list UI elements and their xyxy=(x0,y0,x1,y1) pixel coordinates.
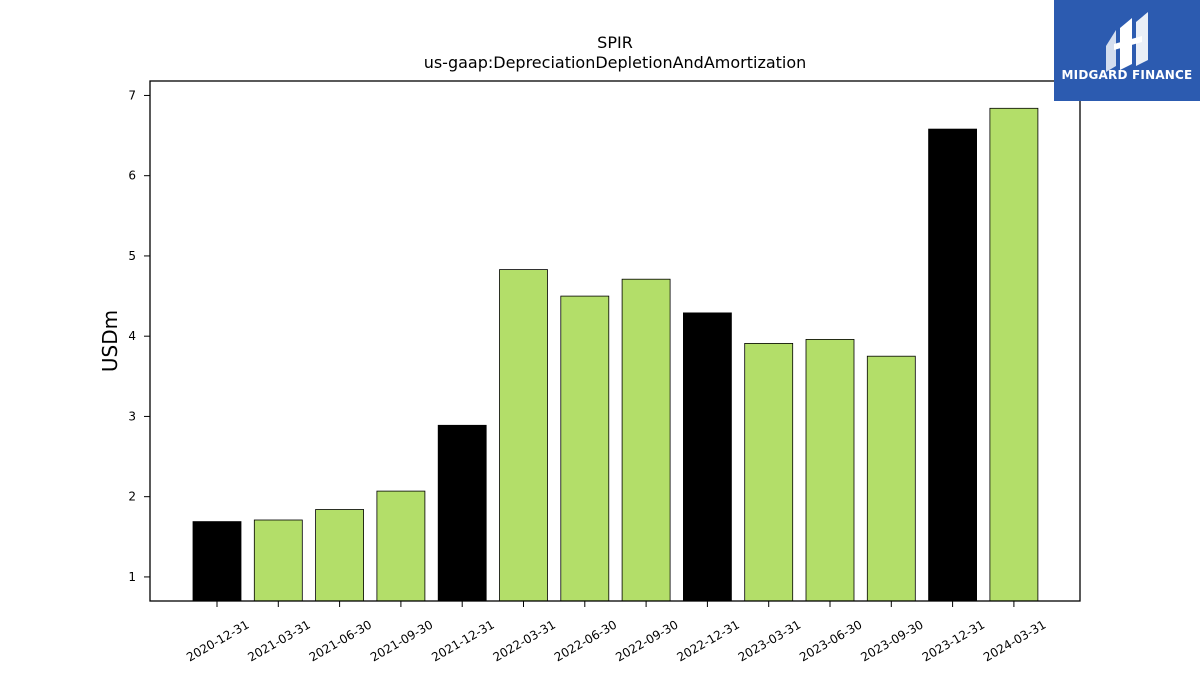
x-tick-label: 2022-06-30 xyxy=(552,617,619,664)
bar-2021-12-31 xyxy=(437,424,487,602)
x-tick-label: 2022-09-30 xyxy=(613,617,680,664)
bar-2023-09-30 xyxy=(866,355,916,602)
x-tick-label: 2023-12-31 xyxy=(920,617,987,664)
bar-2020-12-31 xyxy=(192,521,242,602)
bar-2022-06-30 xyxy=(560,295,610,602)
y-tick-label: 3 xyxy=(128,409,136,423)
x-axis-ticks: 2020-12-312021-03-312021-06-302021-09-30… xyxy=(184,601,1048,664)
chart-subtitle: us-gaap:DepreciationDepletionAndAmortiza… xyxy=(424,53,807,72)
x-tick-label: 2023-09-30 xyxy=(858,617,925,664)
chart-title: SPIR xyxy=(597,33,633,52)
bar-2021-03-31 xyxy=(253,519,303,602)
y-axis-label: USDm xyxy=(98,310,122,372)
bar-2023-03-31 xyxy=(744,342,794,602)
y-tick-label: 6 xyxy=(128,169,136,183)
logo-text: MIDGARD FINANCE xyxy=(1061,68,1193,82)
y-tick-label: 2 xyxy=(128,490,136,504)
x-tick-label: 2021-12-31 xyxy=(429,617,496,664)
x-tick-label: 2020-12-31 xyxy=(184,617,251,664)
plot-frame xyxy=(149,80,1081,602)
bar-2022-12-31 xyxy=(683,312,732,602)
midgard-finance-logo: MIDGARD FINANCE xyxy=(1054,0,1200,101)
x-tick-label: 2023-06-30 xyxy=(797,617,864,664)
y-tick-label: 1 xyxy=(128,570,136,584)
y-tick-label: 7 xyxy=(128,88,136,102)
y-axis-ticks: 1 2 3 4 5 6 7 xyxy=(128,88,150,584)
bar-2022-03-31 xyxy=(499,269,548,602)
bar-2023-06-30 xyxy=(805,338,855,602)
x-tick-label: 2024-03-31 xyxy=(981,617,1048,664)
x-tick-label: 2023-03-31 xyxy=(736,617,803,664)
x-tick-label: 2021-06-30 xyxy=(307,617,374,664)
x-tick-label: 2021-09-30 xyxy=(368,617,435,664)
bar-2021-09-30 xyxy=(376,490,426,602)
bar-2021-06-30 xyxy=(315,509,365,602)
bar-2024-03-31 xyxy=(989,107,1039,602)
logo-mark-icon xyxy=(1106,12,1148,72)
x-tick-label: 2022-03-31 xyxy=(491,617,558,664)
x-tick-label: 2022-12-31 xyxy=(674,617,741,664)
bars-group xyxy=(192,107,1039,602)
x-tick-label: 2021-03-31 xyxy=(245,617,312,664)
y-tick-label: 4 xyxy=(128,329,136,343)
bar-2022-09-30 xyxy=(621,278,671,602)
y-tick-label: 5 xyxy=(128,249,136,263)
bar-2023-12-31 xyxy=(928,128,977,602)
